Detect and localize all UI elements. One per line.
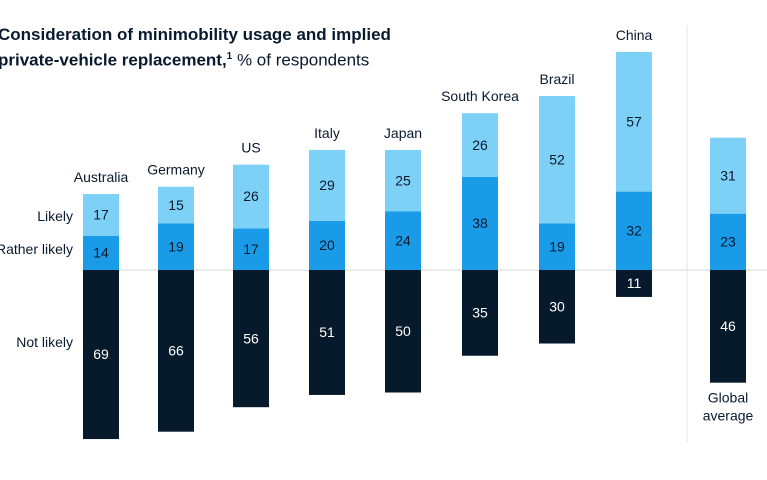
label-not-likely-italy: 51 — [319, 324, 335, 340]
bar-rather-likely-south-korea — [462, 176, 498, 270]
category-label-germany: Germany — [147, 162, 205, 178]
bar-rather-likely-australia — [83, 235, 119, 270]
bar-not-likely-us — [233, 270, 269, 408]
bar-not-likely-brazil — [539, 270, 575, 344]
label-rather-likely-australia: 14 — [93, 245, 109, 261]
bar-likely-italy — [309, 149, 345, 221]
bar-not-likely-japan — [385, 270, 421, 393]
label-likely-brazil: 52 — [549, 151, 565, 167]
title-line-1: Consideration of minimobility usage and … — [0, 25, 391, 44]
label-rather-likely-brazil: 19 — [549, 238, 565, 254]
bar-rather-likely-germany — [158, 223, 194, 270]
title-footnote-marker: 1 — [226, 51, 233, 62]
bar-rather-likely-japan — [385, 211, 421, 270]
bar-rather-likely-global-average — [710, 213, 746, 270]
bar-rather-likely-brazil — [539, 223, 575, 270]
bar-not-likely-germany — [158, 270, 194, 432]
category-label-japan: Japan — [384, 125, 422, 141]
label-not-likely-us: 56 — [243, 330, 259, 346]
label-rather-likely-south-korea: 38 — [472, 215, 488, 231]
label-rather-likely-japan: 24 — [395, 232, 411, 248]
category-label-global-average-line1: Global — [708, 390, 748, 406]
bar-not-likely-global-average — [710, 270, 746, 383]
label-rather-likely-us: 17 — [243, 241, 259, 257]
bar-not-likely-italy — [309, 270, 345, 395]
label-not-likely-germany: 66 — [168, 343, 184, 359]
label-likely-germany: 15 — [168, 197, 184, 213]
category-label-brazil: Brazil — [539, 71, 574, 87]
label-rather-likely-germany: 19 — [168, 238, 184, 254]
title-line-2: private-vehicle replacement, — [0, 50, 227, 70]
category-label-italy: Italy — [314, 125, 340, 141]
bar-likely-australia — [83, 194, 119, 236]
row-label-not-likely: Not likely — [16, 334, 73, 350]
bar-not-likely-south-korea — [462, 270, 498, 356]
label-likely-japan: 25 — [395, 172, 411, 188]
row-label-rather-likely: Rather likely — [0, 241, 73, 257]
chart-title: Consideration of minimobility usage and … — [0, 24, 391, 72]
label-likely-italy: 29 — [319, 177, 335, 193]
label-rather-likely-china: 32 — [626, 223, 642, 239]
bar-not-likely-china — [616, 270, 652, 297]
category-label-south-korea: South Korea — [441, 88, 519, 104]
label-rather-likely-italy: 20 — [319, 237, 335, 253]
bar-not-likely-australia — [83, 270, 119, 440]
bar-likely-japan — [385, 149, 421, 212]
label-likely-us: 26 — [243, 188, 259, 204]
label-likely-australia: 17 — [93, 207, 109, 223]
bar-likely-brazil — [539, 96, 575, 224]
label-not-likely-south-korea: 35 — [472, 305, 488, 321]
bar-likely-china — [616, 51, 652, 192]
label-likely-global-average: 31 — [720, 167, 736, 183]
label-rather-likely-global-average: 23 — [720, 234, 736, 250]
category-label-australia: Australia — [74, 169, 129, 185]
bar-rather-likely-us — [233, 228, 269, 270]
bar-rather-likely-china — [616, 191, 652, 270]
label-not-likely-global-average: 46 — [720, 318, 736, 334]
label-not-likely-japan: 50 — [395, 323, 411, 339]
label-not-likely-china: 11 — [627, 275, 642, 291]
bar-likely-global-average — [710, 137, 746, 214]
label-likely-china: 57 — [626, 113, 642, 129]
bar-likely-us — [233, 164, 269, 229]
bar-likely-germany — [158, 186, 194, 224]
label-not-likely-brazil: 30 — [549, 298, 565, 314]
label-not-likely-australia: 69 — [93, 346, 109, 362]
title-subtitle: % of respondents — [232, 50, 370, 70]
category-label-global-average-line2: average — [703, 408, 754, 424]
row-label-likely: Likely — [37, 208, 73, 224]
label-likely-south-korea: 26 — [472, 137, 488, 153]
category-label-us: US — [241, 140, 260, 156]
category-label-china: China — [616, 27, 653, 43]
bar-rather-likely-italy — [309, 221, 345, 270]
bar-likely-south-korea — [462, 113, 498, 177]
